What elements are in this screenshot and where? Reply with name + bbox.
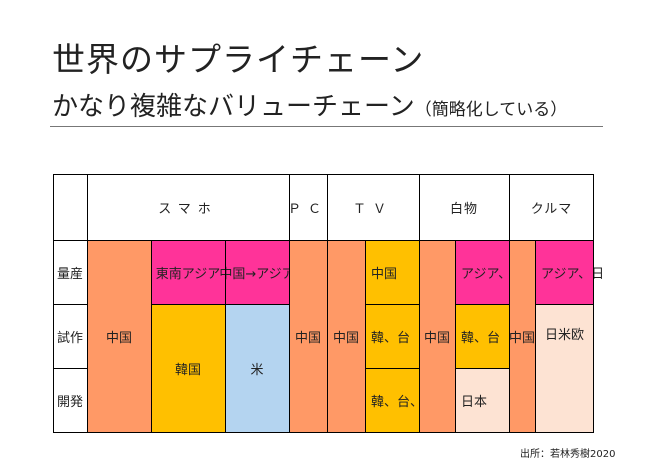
cell-divider [455,240,456,433]
appliance-prototype-cell: 韓、台 [455,304,509,368]
pc-china-cell: 中国 [289,240,327,433]
column-header-car: クルマ [530,201,573,217]
column-divider [419,174,420,433]
row-label-prototype: 試作 [57,330,84,346]
cell-divider [365,304,419,305]
tv-prototype-cell: 韓、台 [365,304,419,368]
car-china-cell: 中国 [509,240,535,433]
cell-divider [455,368,509,369]
appliance-development-cell: 日本 [455,368,509,433]
title-note: （簡略化している） [414,100,568,120]
tv-development-cell: 韓、台、日 [365,368,436,433]
title-line-2: かなり複雑なバリューチェーン（簡略化している） [52,90,567,127]
appliance-mass-cell: アジア、日 [455,240,524,304]
column-divider [509,174,510,433]
cell-divider [365,368,419,369]
smartphone-china-cell: 中国 [87,240,151,433]
table-border-right [593,174,594,433]
column-header-tv: ＴＶ [352,201,393,217]
row-divider [53,368,87,369]
cell-divider [365,240,366,433]
appliance-china-cell: 中国 [419,240,455,433]
title-line-2-main: かなり複雑なバリューチェーン [52,92,415,122]
smartphone-mass-china-to-asia-cell: 中国→アジア [219,240,295,304]
car-development-cell: 日米欧 [535,304,594,433]
title-line-1: 世界のサプライチェーン [52,40,425,79]
smartphone-korea-cell: 韓国 [151,304,225,433]
column-divider [327,174,328,433]
cell-divider [535,240,536,433]
source-note: 出所：若林秀樹2020 [520,449,616,460]
car-mass-cell: アジア、日 [535,240,604,304]
smartphone-us-cell: 米 [225,304,289,433]
row-label-divider [87,174,88,433]
row-divider [53,304,87,305]
column-header-appliance: 白物 [449,201,478,217]
table-border-bottom [53,432,594,433]
tv-china-cell: 中国 [327,240,365,433]
table-border-top [53,174,594,175]
table-border-left [53,174,54,433]
tv-mass-cell: 中国 [365,240,419,304]
cell-divider [151,240,152,433]
smartphone-mass-southeast-asia-cell: 東南アジア [151,240,225,304]
header-divider [53,240,594,241]
cell-divider [151,304,289,305]
cell-divider [455,304,509,305]
title-underline [50,126,603,127]
cell-divider [225,240,226,433]
column-header-smartphone: スマホ [158,201,218,217]
column-header-pc: ＰＣ [288,201,329,217]
row-label-mass-production: 量産 [57,266,84,282]
supply-chain-table: スマホ ＰＣ ＴＶ 白物 クルマ 量産 試作 開発 中国 東南アジア 中国→アジ… [53,174,604,433]
column-divider [289,174,290,433]
cell-divider [535,304,594,305]
row-label-development: 開発 [57,395,84,410]
